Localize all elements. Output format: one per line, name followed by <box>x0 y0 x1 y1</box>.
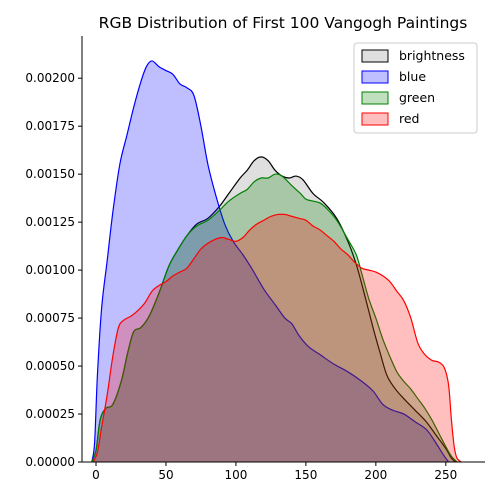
series-line-red <box>92 213 462 463</box>
series-area-green <box>91 174 458 463</box>
x-tick-label: 100 <box>224 468 247 482</box>
y-tick-label: 0.00125 <box>25 215 75 229</box>
chart-title: RGB Distribution of First 100 Vangogh Pa… <box>99 14 468 32</box>
series-area-red <box>93 214 462 462</box>
plot-area <box>91 60 462 463</box>
y-tick-label: 0.00200 <box>25 71 75 85</box>
legend-label-red: red <box>399 111 420 126</box>
legend-swatch-brightness <box>361 49 389 63</box>
legend-swatch-red <box>361 112 389 126</box>
legend-label-blue: blue <box>399 69 426 84</box>
series-line-green <box>91 173 458 463</box>
legend: brightness blue green red <box>353 42 478 134</box>
legend-frame <box>353 42 478 134</box>
y-tick-label: 0.00150 <box>25 167 75 181</box>
y-tick-label: 0.00100 <box>25 263 75 277</box>
legend-label-green: green <box>399 90 435 105</box>
series-line-blue <box>91 60 450 463</box>
y-tick-label: 0.00075 <box>25 311 75 325</box>
x-tick-label: 200 <box>364 468 387 482</box>
series-area-brightness <box>91 156 456 462</box>
series-area-blue <box>91 60 449 462</box>
legend-label-brightness: brightness <box>399 48 465 63</box>
x-tick-label: 150 <box>294 468 317 482</box>
x-tick-label: 0 <box>92 468 100 482</box>
axes: 0 50 100 150 200 250 0.00000 0.00025 0.00050 0.00… <box>25 36 485 482</box>
y-tick-label: 0.00025 <box>25 407 75 421</box>
legend-swatch-green <box>361 91 389 105</box>
x-tick-label: 250 <box>434 468 457 482</box>
y-tick-label: 0.00050 <box>25 359 75 373</box>
y-tick-label: 0.00175 <box>25 119 75 133</box>
y-tick-label: 0.00000 <box>25 455 75 469</box>
legend-swatch-blue <box>361 70 389 84</box>
x-tick-label: 50 <box>158 468 173 482</box>
